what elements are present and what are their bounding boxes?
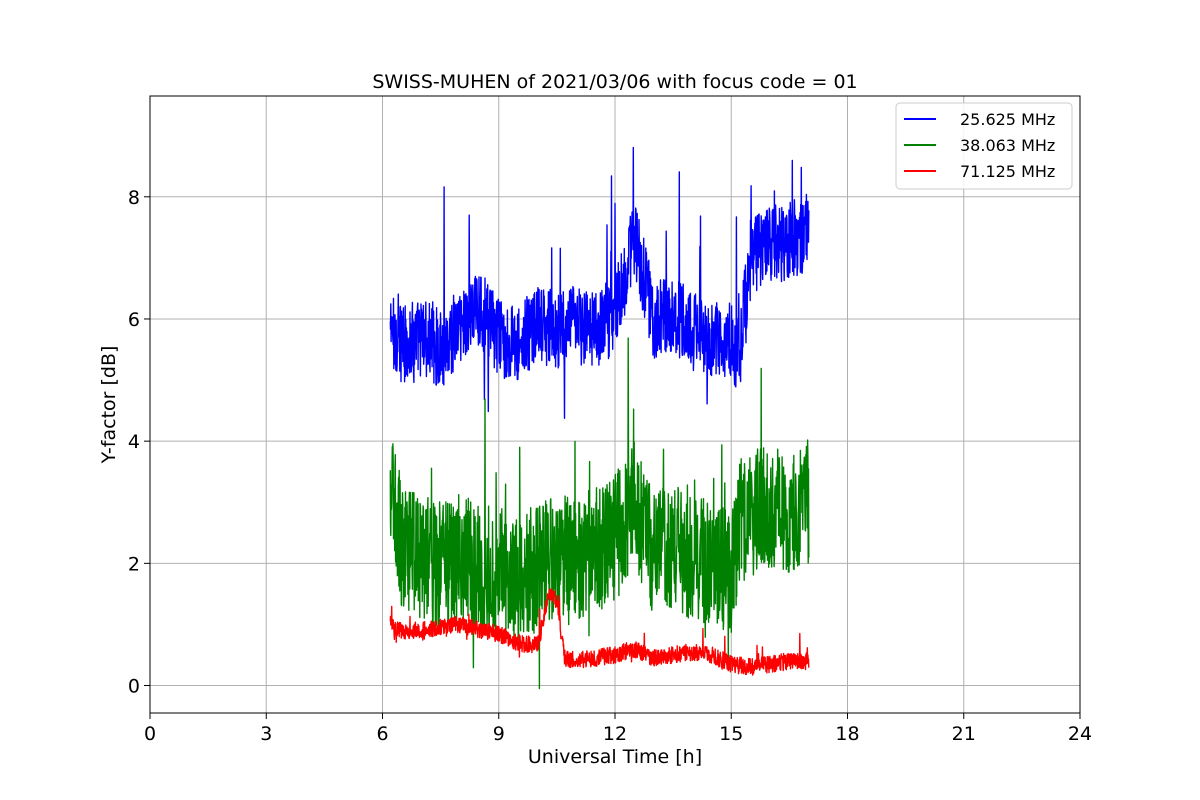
y-tick-label: 0: [128, 676, 140, 698]
y-tick-label: 2: [128, 553, 140, 575]
x-tick-label: 0: [144, 723, 156, 745]
legend-label: 71.125 MHz: [960, 162, 1055, 181]
y-tick-label: 4: [128, 431, 140, 453]
series-layer: [389, 146, 810, 690]
x-tick-label: 15: [719, 723, 743, 745]
x-tick-label: 24: [1068, 723, 1092, 745]
x-tick-label: 21: [952, 723, 976, 745]
x-tick-label: 18: [835, 723, 859, 745]
y-axis-label: Y-factor [dB]: [98, 346, 120, 465]
x-axis-label: Universal Time [h]: [528, 746, 702, 768]
series-line: [389, 146, 810, 419]
series-line: [389, 588, 810, 676]
x-tick-label: 12: [603, 723, 627, 745]
x-tick-label: 9: [493, 723, 505, 745]
y-tick-label: 8: [128, 187, 140, 209]
legend-label: 38.063 MHz: [960, 136, 1055, 155]
x-tick-label: 3: [260, 723, 272, 745]
legend-box: [895, 102, 1073, 190]
legend: 25.625 MHz 38.063 MHz 71.125 MHz: [895, 102, 1073, 190]
legend-label: 25.625 MHz: [960, 110, 1055, 129]
x-tick-label: 6: [376, 723, 388, 745]
series-line: [389, 337, 810, 690]
y-tick-label: 6: [128, 309, 140, 331]
chart-title: SWISS-MUHEN of 2021/03/06 with focus cod…: [372, 71, 857, 93]
